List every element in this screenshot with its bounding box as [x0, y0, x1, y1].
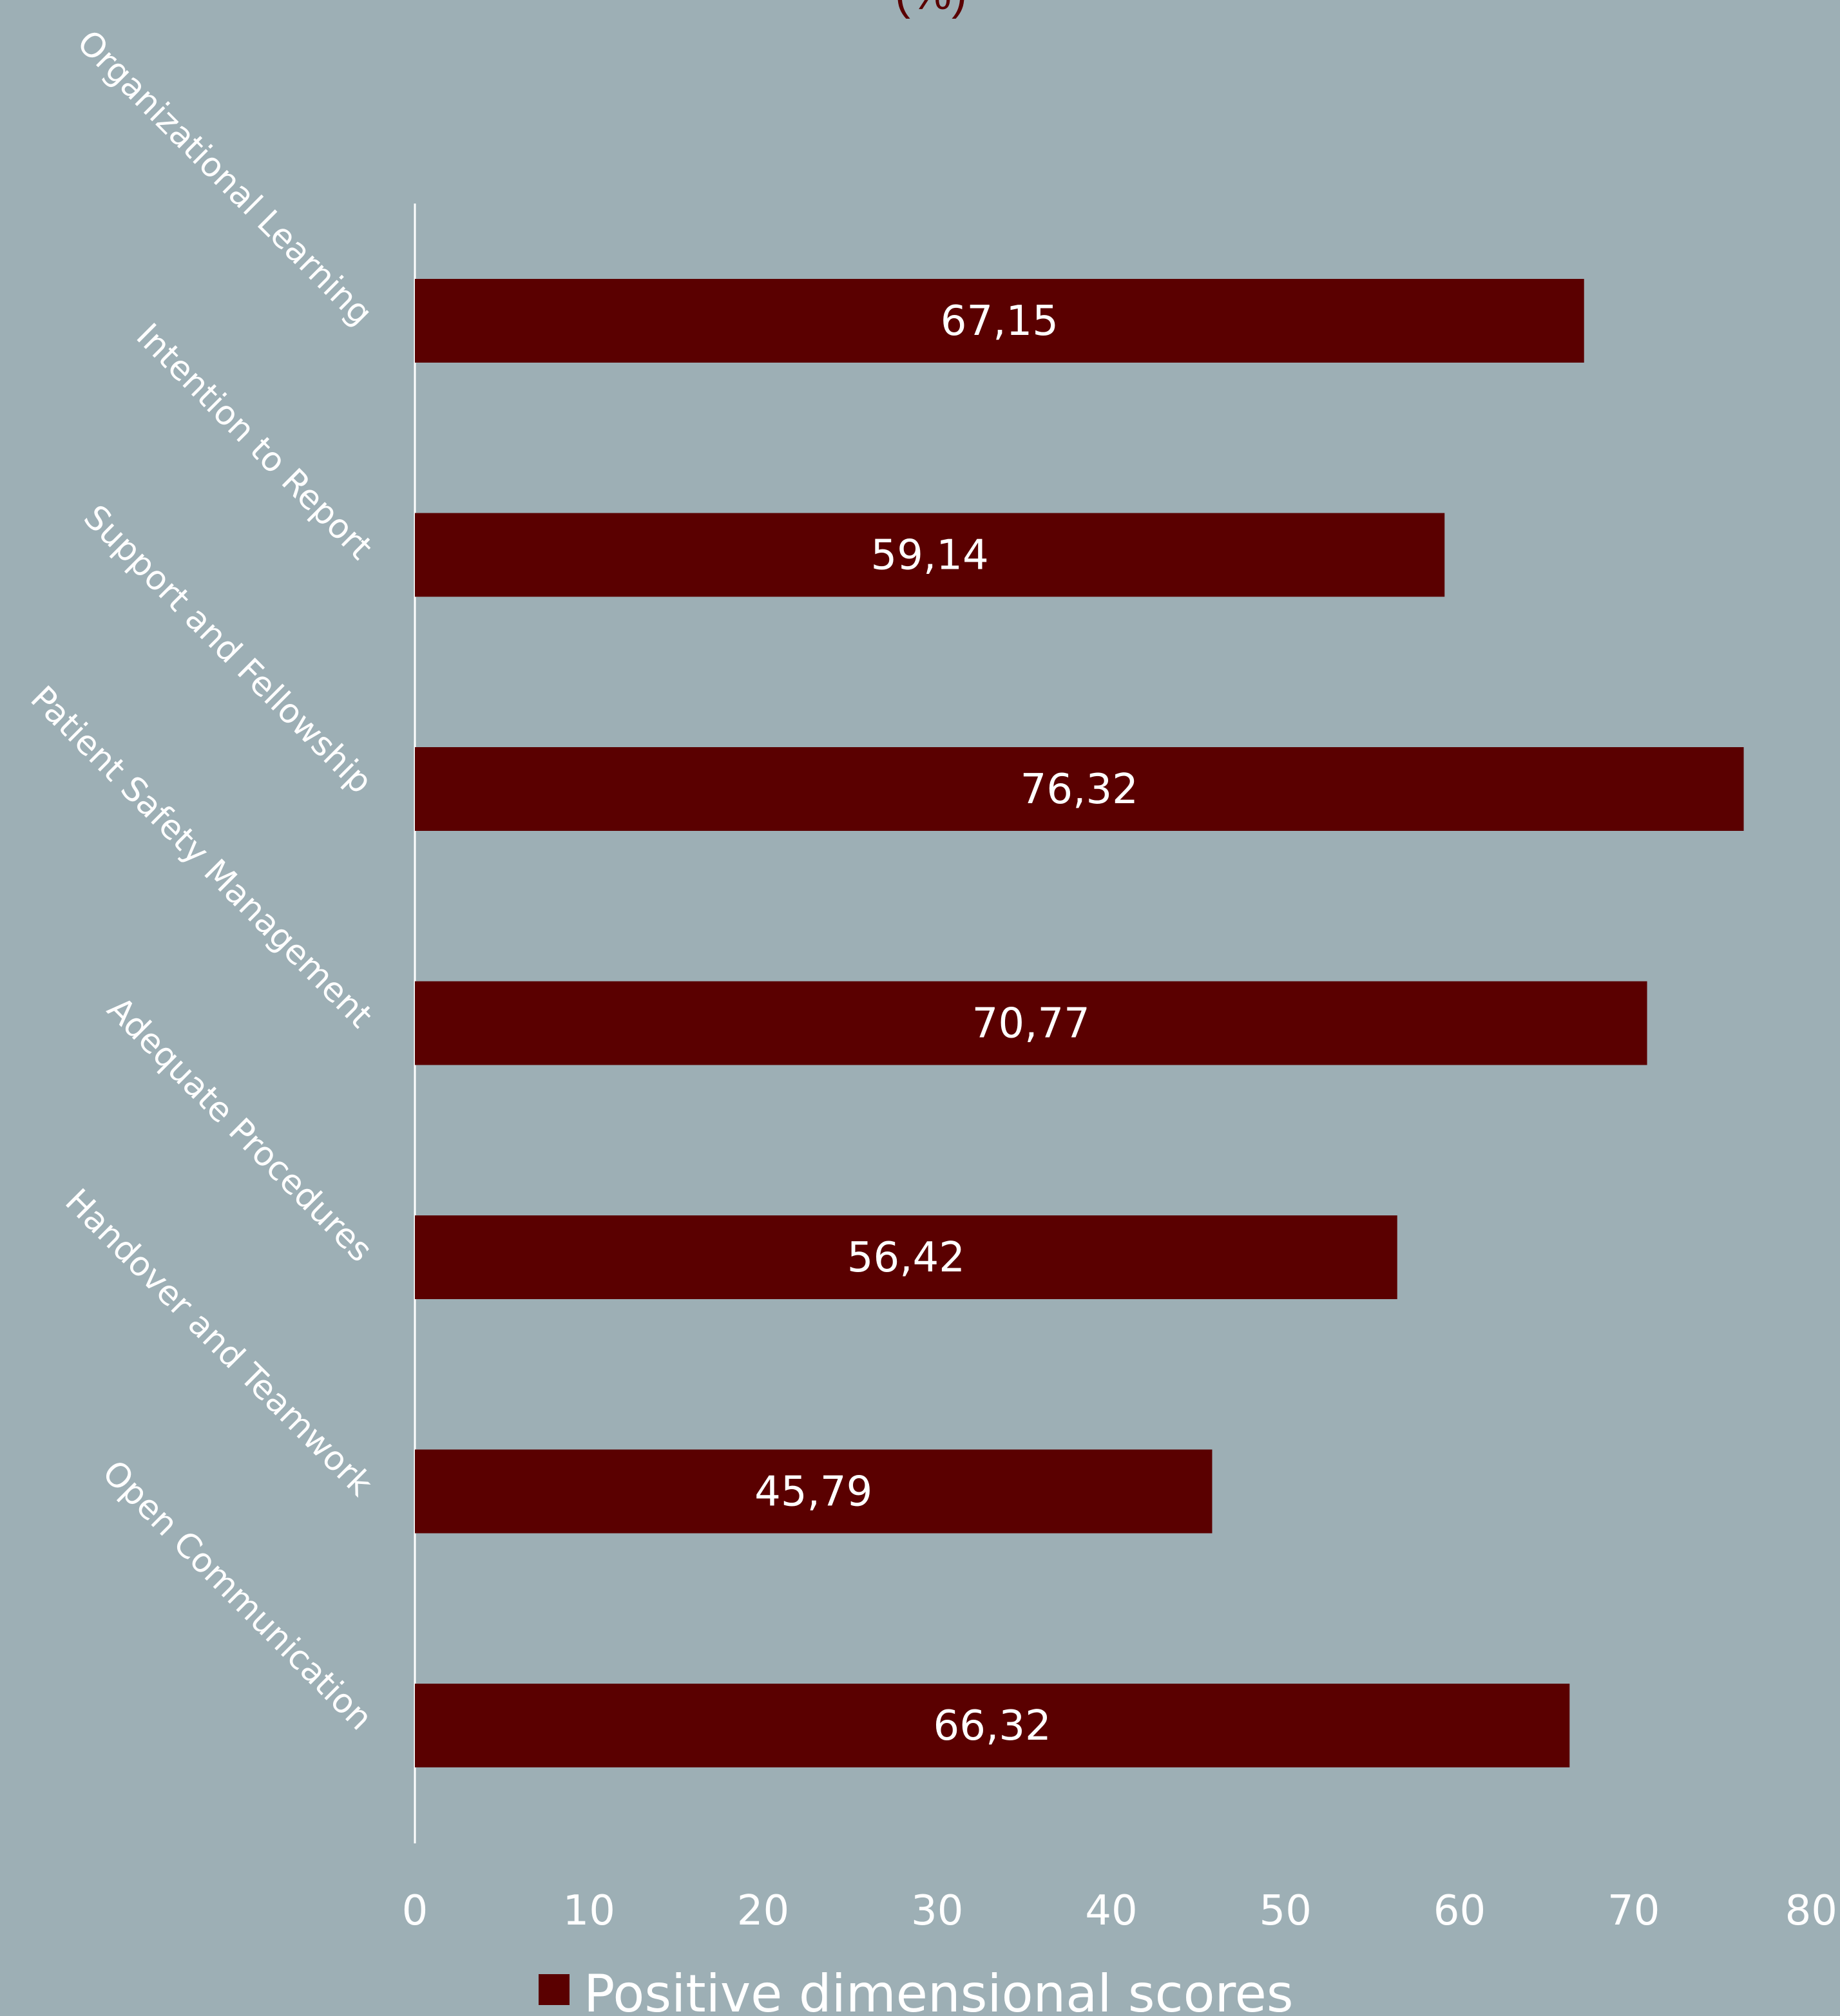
x-tick-labels-group: 0 10 20 30 40 50 60 70 80	[402, 1887, 1837, 1935]
data-label-handover-and-teamwork: 45,79	[754, 1469, 872, 1516]
category-label-organizational-learning: Organizational Learning	[70, 23, 380, 334]
data-label-open-communication: 66,32	[934, 1702, 1051, 1750]
x-tick-label: 80	[1785, 1887, 1837, 1935]
bars-group: 67,15 59,14 76,32 70,77 56,42 45,79 66,32	[415, 279, 1744, 1767]
chart-title: (%)	[895, 0, 967, 19]
bar-support-and-fellowship	[415, 747, 1744, 831]
legend: Positive dimensional scores	[539, 1964, 1294, 2016]
bar-handover-and-teamwork	[415, 1449, 1212, 1534]
x-tick-label: 70	[1607, 1887, 1660, 1935]
x-tick-label: 40	[1085, 1887, 1137, 1935]
bar-patient-safety-management	[415, 981, 1647, 1065]
legend-label: Positive dimensional scores	[584, 1964, 1294, 2016]
x-tick-label: 60	[1433, 1887, 1486, 1935]
data-label-patient-safety-management: 70,77	[972, 1000, 1090, 1048]
data-label-organizational-learning: 67,15	[941, 298, 1059, 345]
bar-intention-to-report	[415, 513, 1445, 597]
legend-swatch	[539, 1974, 570, 2005]
data-label-support-and-fellowship: 76,32	[1021, 766, 1138, 813]
x-tick-label: 10	[563, 1887, 615, 1935]
data-label-intention-to-report: 59,14	[871, 532, 989, 580]
category-label-adequate-procedures: Adequate Procedures	[100, 989, 380, 1270]
category-label-open-communication: Open Communication	[95, 1453, 379, 1738]
chart-title-group: (%)	[895, 0, 967, 19]
x-tick-label: 20	[737, 1887, 789, 1935]
bar-adequate-procedures	[415, 1215, 1397, 1299]
data-label-adequate-procedures: 56,42	[847, 1234, 965, 1282]
x-tick-label: 50	[1260, 1887, 1312, 1935]
category-label-intention-to-report: Intention to Report	[129, 316, 380, 567]
bar-open-communication	[415, 1684, 1570, 1767]
x-tick-label: 0	[402, 1887, 428, 1935]
bar-organizational-learning	[415, 279, 1584, 363]
x-tick-label: 30	[911, 1887, 963, 1935]
